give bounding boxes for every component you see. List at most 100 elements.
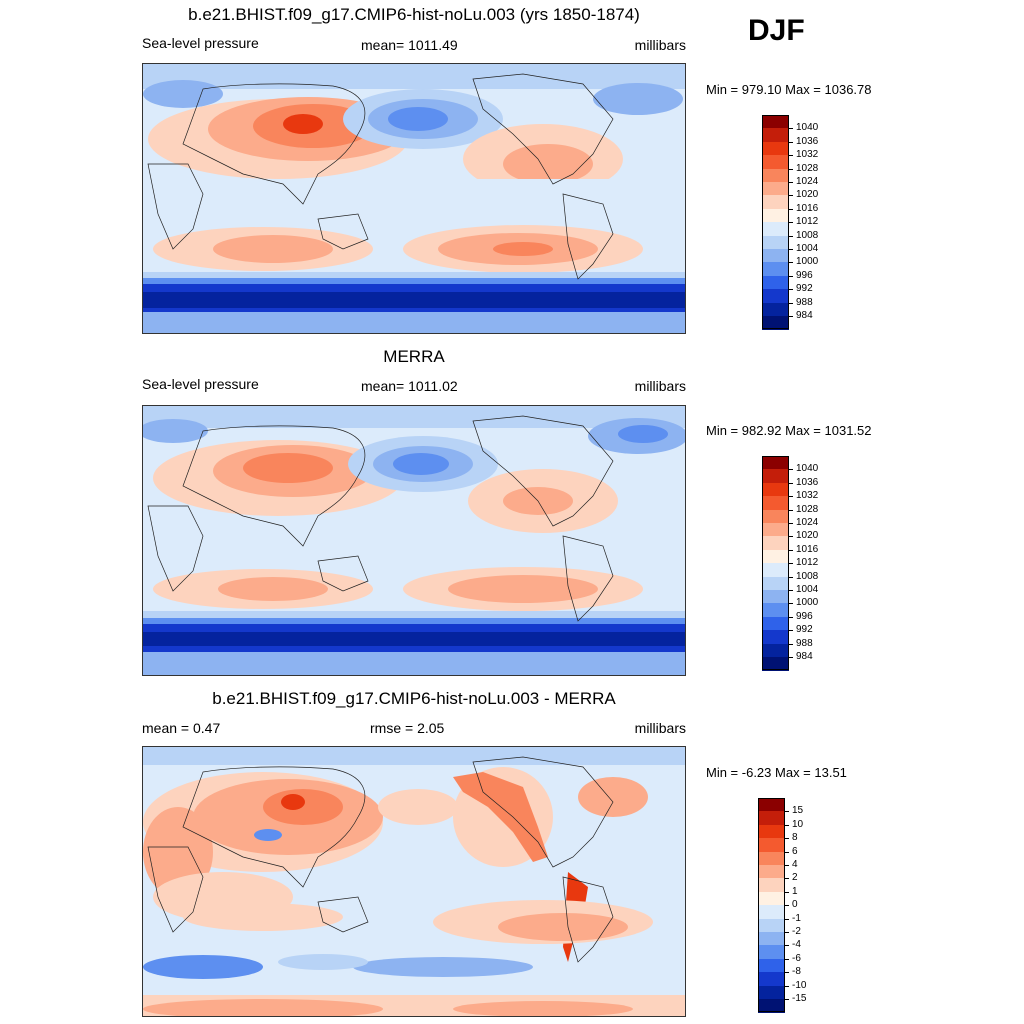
colorbar-swatch xyxy=(762,275,789,290)
colorbar-tick-label: -6 xyxy=(792,952,801,964)
colorbar-tick xyxy=(789,523,793,524)
colorbar-tick xyxy=(789,195,793,197)
colorbar-tick-label: -2 xyxy=(792,926,801,937)
colorbar-tick xyxy=(789,603,793,605)
colorbar-swatch xyxy=(762,590,789,604)
colorbar-swatch xyxy=(762,289,789,304)
colorbar-tick xyxy=(785,838,789,840)
panel-2-mean-label: mean= 1011.02 xyxy=(361,378,458,394)
colorbar-swatch xyxy=(762,222,789,237)
colorbar-swatch xyxy=(758,838,785,853)
colorbar-swatch xyxy=(762,630,789,645)
colorbar-swatch xyxy=(758,958,785,973)
panel-1-colorbar: 1040 1036 1032 1028 1024 1020 1016 1012 1008 1004… xyxy=(762,115,822,330)
colorbar-tick-label: 1 xyxy=(792,885,798,897)
colorbar-tick xyxy=(789,563,793,565)
colorbar-tick xyxy=(789,128,793,130)
panel-1-map xyxy=(142,63,686,334)
colorbar-swatch xyxy=(758,878,785,893)
colorbar-tick-label: -1 xyxy=(792,912,801,924)
colorbar-swatch xyxy=(762,168,789,183)
colorbar-tick-label: 1032 xyxy=(796,490,819,502)
colorbar-tick xyxy=(789,262,793,264)
colorbar-tick xyxy=(785,891,789,893)
colorbar-tick-label: 988 xyxy=(796,296,813,308)
colorbar-tick xyxy=(789,249,793,250)
colorbar-tick xyxy=(789,302,793,304)
panel-1-variable-label: Sea-level pressure xyxy=(142,35,259,51)
colorbar-swatch xyxy=(762,563,789,578)
panel-3-mean-label: mean = 0.47 xyxy=(142,720,221,736)
season-label: DJF xyxy=(748,14,805,47)
colorbar-tick-label: 1020 xyxy=(796,189,819,201)
colorbar-swatch xyxy=(762,603,789,618)
colorbar-tick-label: 1024 xyxy=(796,517,819,528)
colorbar-swatch xyxy=(758,972,785,987)
colorbar-tick-label: 4 xyxy=(792,859,798,870)
colorbar-tick xyxy=(785,851,789,853)
colorbar-tick xyxy=(789,168,793,170)
colorbar-tick xyxy=(789,643,793,645)
colorbar-swatch xyxy=(762,657,789,671)
panel-2-title: MERRA xyxy=(383,347,445,366)
colorbar-swatch xyxy=(762,262,789,277)
colorbar-tick xyxy=(785,999,789,1000)
colorbar-tick xyxy=(785,945,789,947)
colorbar-swatch xyxy=(762,456,789,470)
colorbar-tick xyxy=(789,235,793,237)
colorbar-swatch xyxy=(758,798,785,812)
colorbar-swatch xyxy=(762,195,789,210)
colorbar-swatch xyxy=(758,985,785,1000)
colorbar-tick xyxy=(785,811,789,813)
colorbar-swatch xyxy=(758,918,785,933)
colorbar-swatch xyxy=(758,932,785,946)
colorbar-tick xyxy=(789,469,793,471)
colorbar-tick xyxy=(785,972,789,974)
colorbar-tick xyxy=(785,824,789,826)
colorbar-tick-label: 1016 xyxy=(796,543,819,555)
colorbar-tick xyxy=(789,482,793,484)
colorbar-tick-label: -15 xyxy=(792,993,807,1004)
colorbar-swatch xyxy=(762,141,789,156)
panel-2-units-label: millibars xyxy=(634,378,686,394)
colorbar-swatch xyxy=(762,249,789,263)
panel-2-colorbar: 1040 1036 1032 1028 1024 1020 1016 1012 1008 1004… xyxy=(762,456,822,671)
colorbar-tick xyxy=(789,657,793,658)
colorbar-tick-label: 1004 xyxy=(796,243,819,254)
colorbar-tick xyxy=(789,549,793,551)
panel-3-minmax: Min = -6.23 Max = 13.51 xyxy=(706,765,847,780)
panel-1-minmax: Min = 979.10 Max = 1036.78 xyxy=(706,82,872,97)
colorbar-tick-label: -4 xyxy=(792,939,801,951)
colorbar-tick-label: 0 xyxy=(792,899,798,911)
colorbar-tick-label: -8 xyxy=(792,966,801,978)
colorbar-tick-label: 1000 xyxy=(796,256,819,268)
colorbar-swatch xyxy=(762,302,789,317)
colorbar-swatch xyxy=(762,316,789,330)
colorbar-swatch xyxy=(762,182,789,196)
colorbar-tick xyxy=(785,878,789,880)
colorbar-tick-label: 6 xyxy=(792,845,798,857)
colorbar-tick-label: 1032 xyxy=(796,149,819,161)
colorbar-swatch xyxy=(762,536,789,551)
colorbar-swatch xyxy=(758,851,785,866)
colorbar-swatch xyxy=(762,482,789,497)
colorbar-tick-label: 996 xyxy=(796,610,813,622)
panel-2-variable-label: Sea-level pressure xyxy=(142,376,259,392)
colorbar-tick-label: 1008 xyxy=(796,570,819,582)
colorbar-tick-label: 1020 xyxy=(796,530,819,542)
panel-1-title: b.e21.BHIST.f09_g17.CMIP6-hist-noLu.003 … xyxy=(188,5,640,24)
colorbar-swatch xyxy=(758,905,785,920)
colorbar-tick-label: 1040 xyxy=(796,122,819,134)
colorbar-tick xyxy=(789,222,793,224)
colorbar-tick xyxy=(789,509,793,511)
panel-2-map xyxy=(142,405,686,676)
panel-2-minmax: Min = 982.92 Max = 1031.52 xyxy=(706,423,872,438)
colorbar-tick xyxy=(789,208,793,210)
colorbar-tick xyxy=(789,155,793,157)
colorbar-tick-label: 1028 xyxy=(796,503,819,515)
colorbar-swatch xyxy=(762,235,789,250)
colorbar-swatch xyxy=(758,999,785,1013)
colorbar-tick-label: 8 xyxy=(792,832,798,844)
colorbar-tick xyxy=(789,536,793,538)
colorbar-tick xyxy=(789,616,793,618)
